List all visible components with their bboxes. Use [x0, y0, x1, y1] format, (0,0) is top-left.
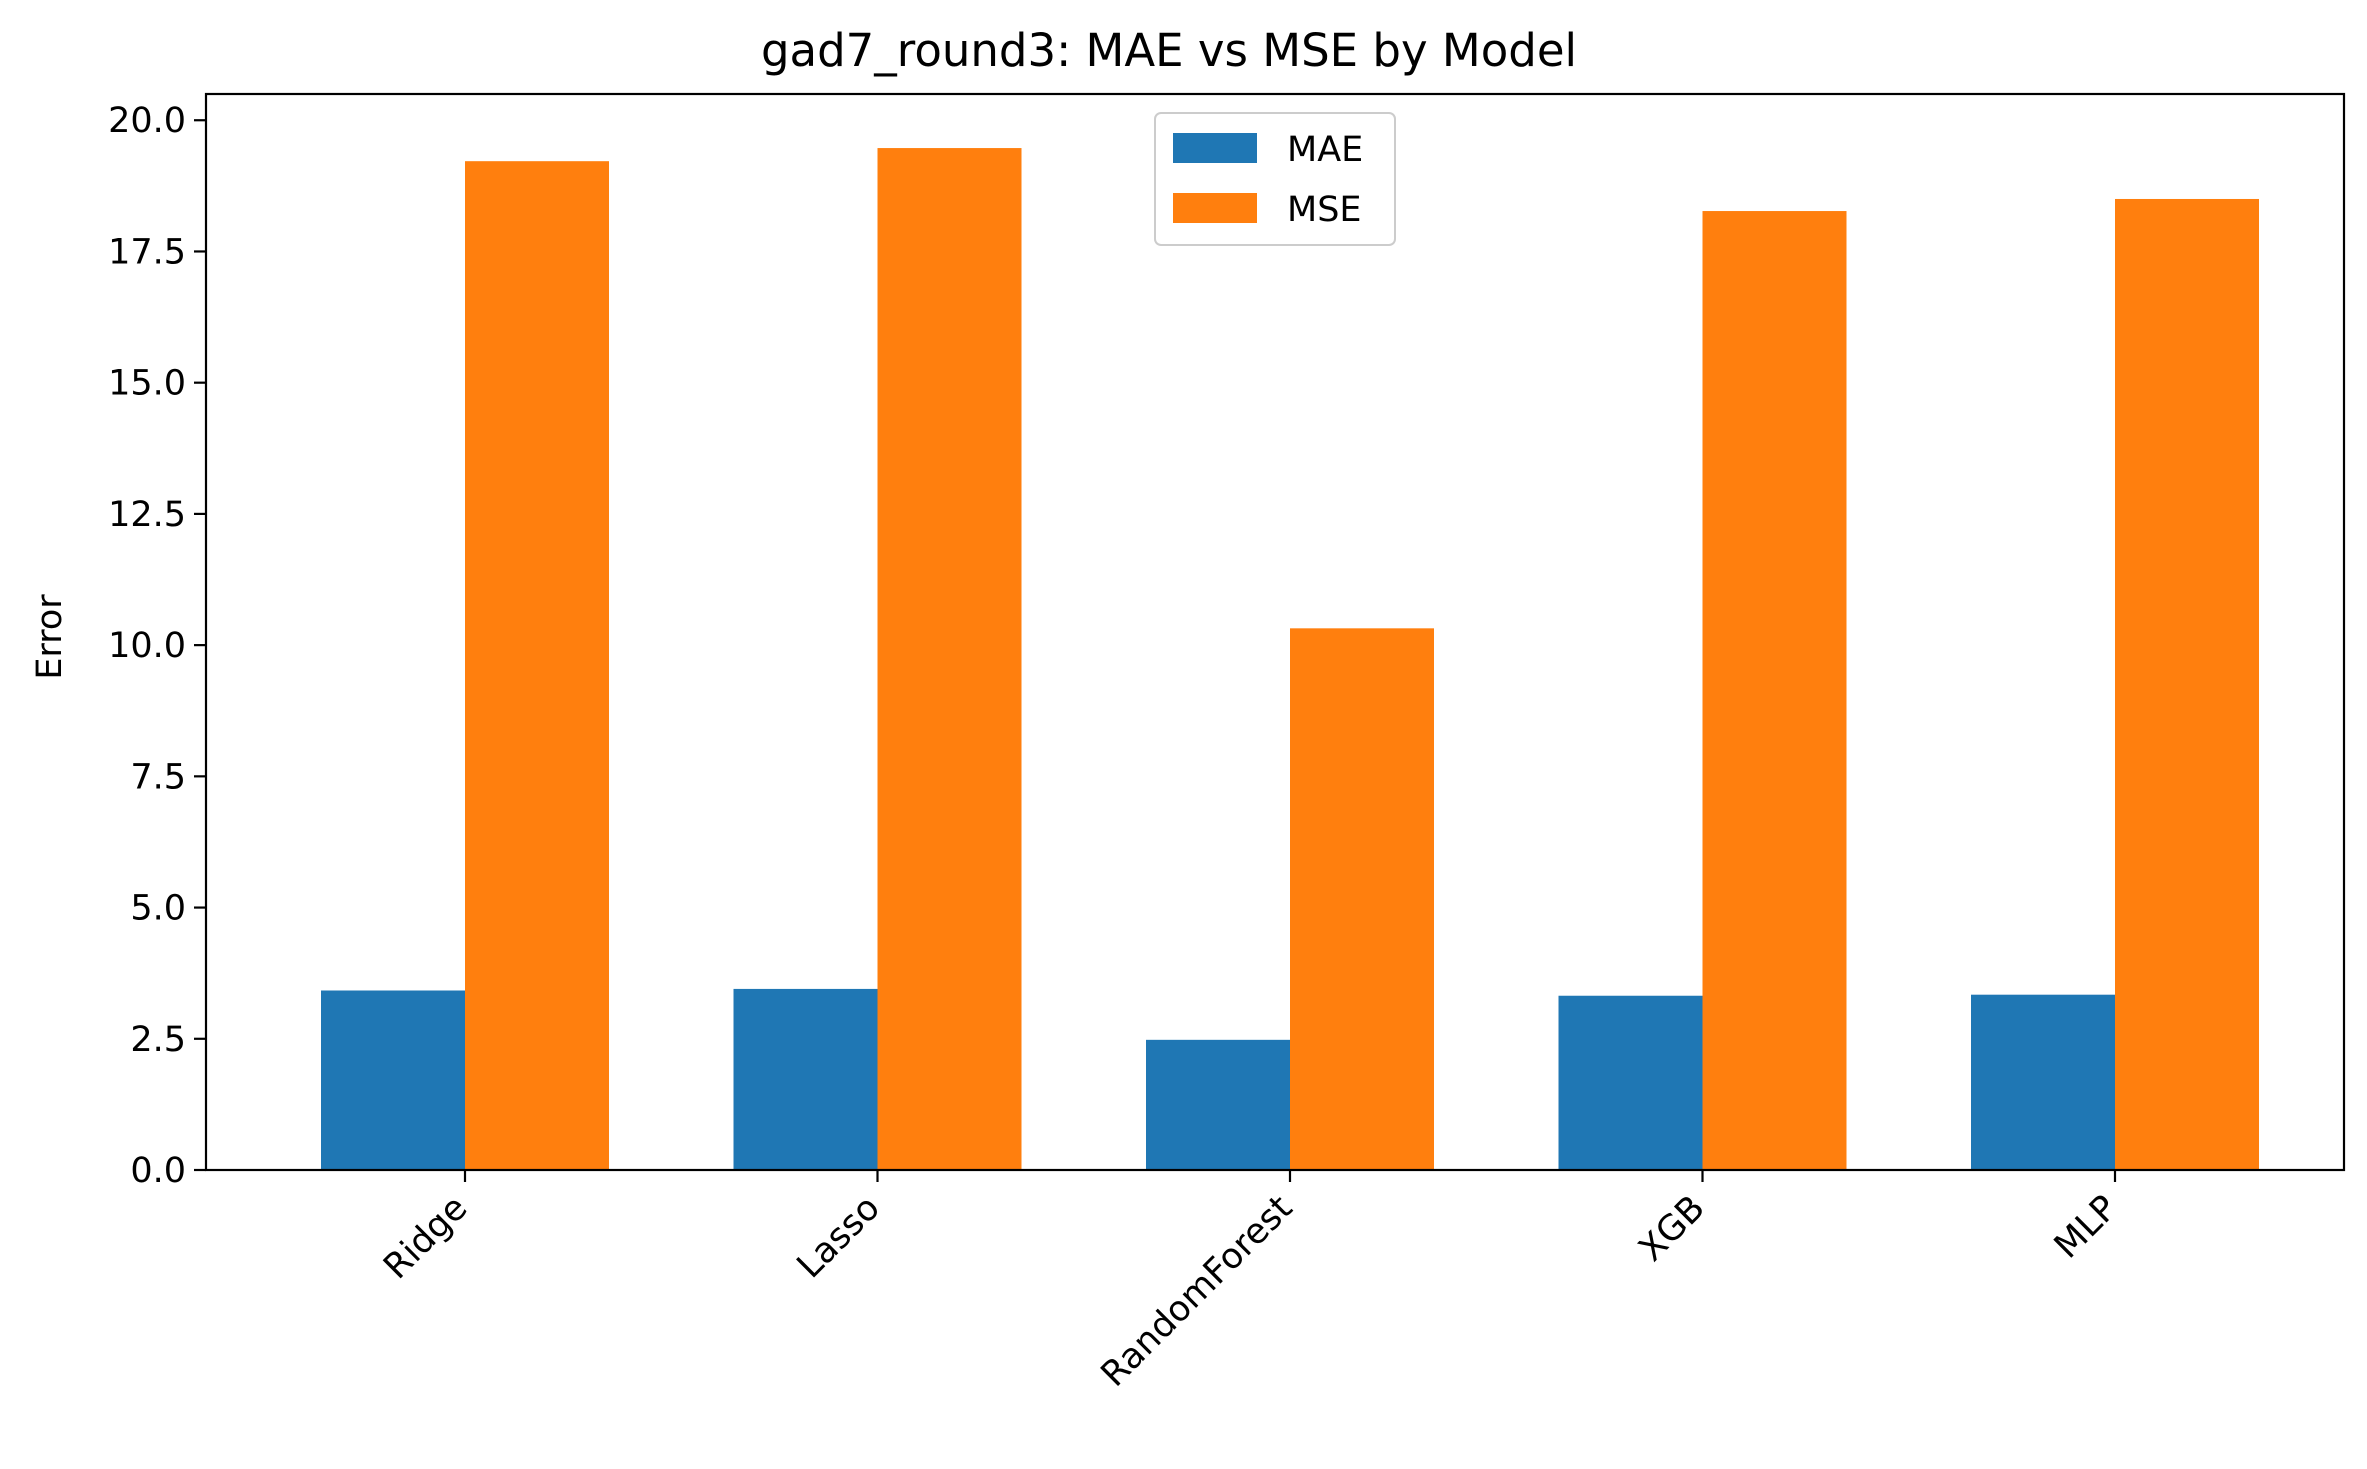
legend-label-mae: MAE [1287, 130, 1363, 170]
y-tick-label: 17.5 [108, 232, 186, 272]
legend-swatch-mae [1173, 133, 1257, 163]
y-tick-label: 20.0 [108, 101, 186, 141]
bar-mae-mlp [1971, 994, 2115, 1170]
bar-mae-lasso [733, 988, 878, 1170]
y-tick-label: 15.0 [108, 364, 186, 404]
bar-mse-xgb [1702, 211, 1847, 1171]
x-tick-label-ridge: Ridge [376, 1188, 475, 1287]
bar-mse-ridge [465, 161, 609, 1170]
chart-title: gad7_round3: MAE vs MSE by Model [761, 24, 1577, 77]
legend-label-mse: MSE [1287, 190, 1362, 230]
y-axis: 0.0 2.5 5.0 7.5 10.0 12.5 15.0 17.5 20.0 [108, 101, 206, 1191]
x-tick-label-mlp: MLP [2047, 1188, 2125, 1266]
y-axis-label: Error [30, 594, 70, 680]
x-tick-label-randomforest: RandomForest [1094, 1188, 1301, 1395]
bar-mae-xgb [1558, 995, 1703, 1170]
x-tick-label-xgb: XGB [1631, 1188, 1712, 1269]
bar-mae-randomforest [1146, 1039, 1290, 1170]
y-tick-label: 12.5 [108, 495, 186, 535]
y-tick-label: 10.0 [108, 626, 186, 666]
legend-swatch-mse [1173, 193, 1257, 223]
y-tick-label: 7.5 [130, 757, 186, 797]
x-tick-label-lasso: Lasso [790, 1188, 888, 1286]
legend: MAE MSE [1154, 112, 1396, 246]
y-tick-label: 2.5 [130, 1020, 186, 1060]
bar-mse-randomforest [1290, 628, 1434, 1170]
plot-frame [204, 92, 2346, 1172]
y-tick-label: 0.0 [130, 1151, 186, 1191]
bar-mse-mlp [2115, 198, 2259, 1171]
x-axis: Ridge Lasso RandomForest XGB MLP [376, 1170, 2125, 1395]
y-tick-label: 5.0 [130, 889, 186, 929]
bar-mae-ridge [321, 990, 465, 1170]
bars-layer [321, 148, 2259, 1171]
bar-mse-lasso [877, 148, 1022, 1170]
